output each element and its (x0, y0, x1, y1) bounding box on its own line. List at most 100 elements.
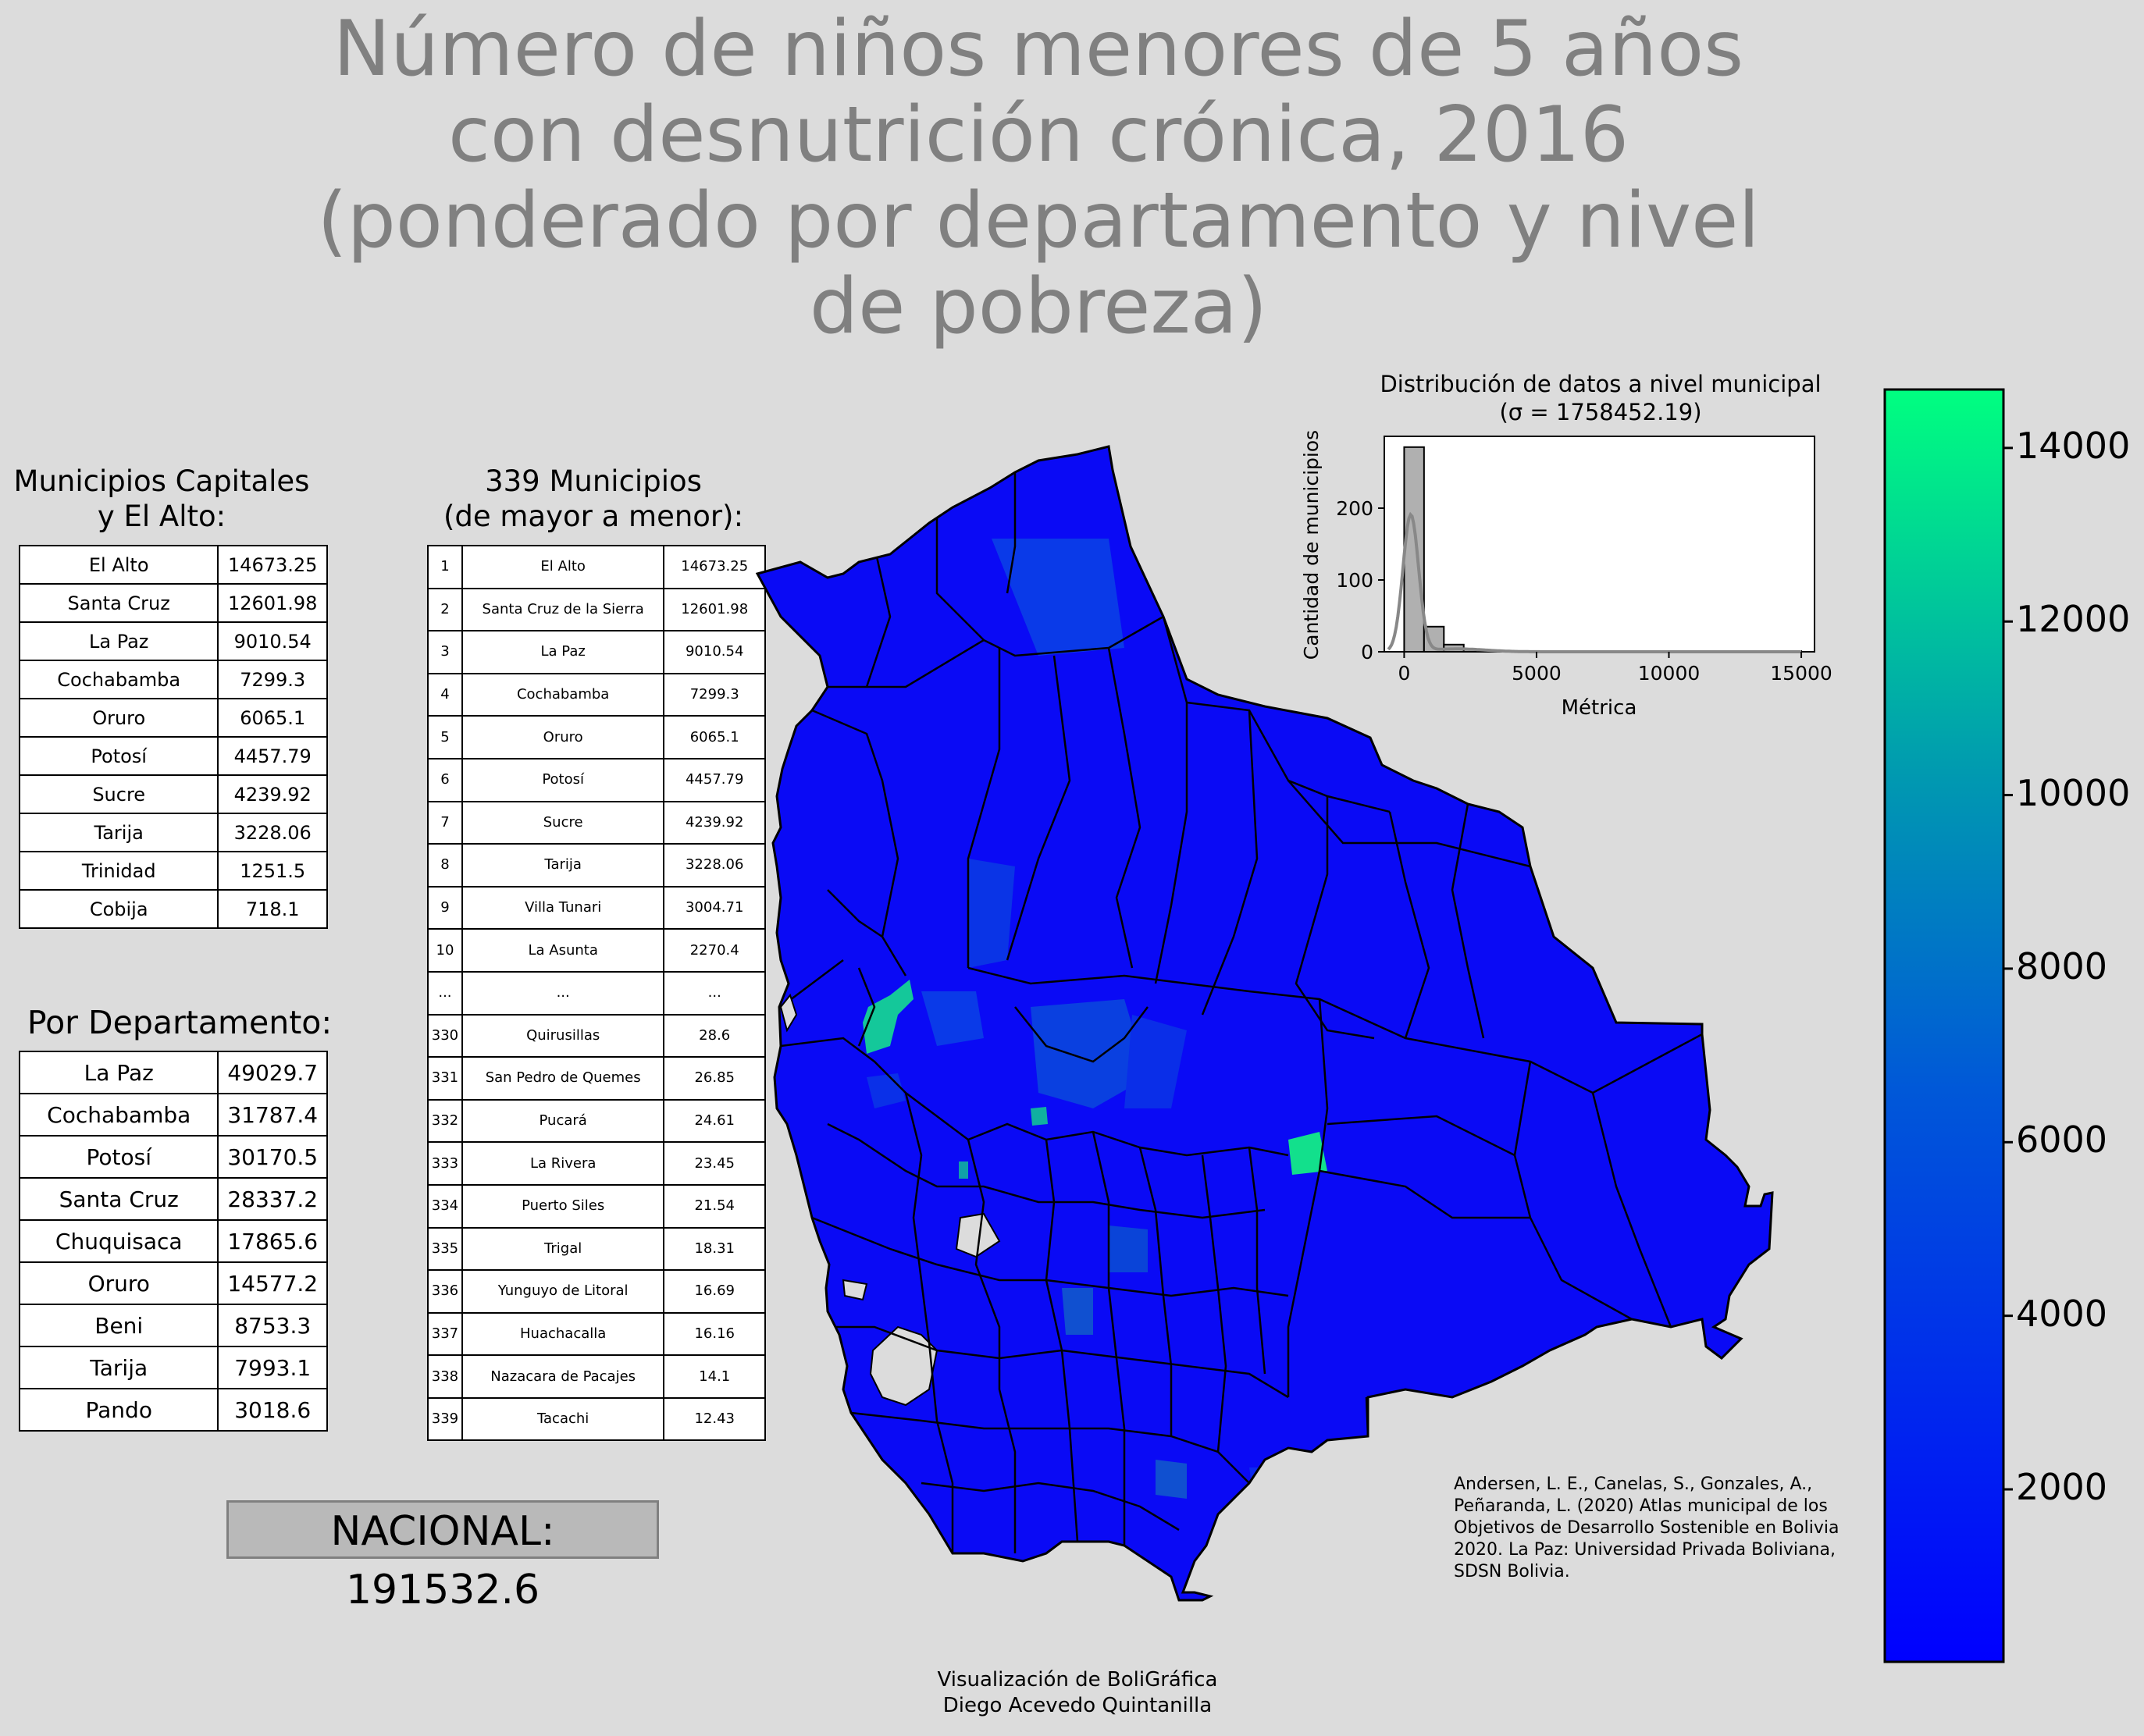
municipalities-row-cell: 9 (427, 885, 463, 930)
municipalities-row-cell: 26.85 (663, 1056, 766, 1101)
municipalities-row-cell: 12601.98 (663, 587, 766, 632)
credit-line-1: Visualización de BoliGráfica (937, 1668, 1218, 1692)
municipalities-row-cell: ... (427, 970, 463, 1016)
municipalities-row-cell: 7 (427, 800, 463, 845)
histogram-title-line-1: Distribución de datos a nivel municipal (1380, 371, 1822, 397)
capitals-row-cell: 4457.79 (217, 736, 328, 776)
colorbar-tick-marks (2003, 446, 2013, 1491)
map-region-cochabamba-tropic (1031, 999, 1148, 1108)
colorbar (1883, 388, 2013, 1663)
capitals-row: Cochabamba 7299.3 (18, 660, 328, 699)
credit: Visualización de BoliGráfica Diego Aceve… (765, 1667, 1390, 1719)
map-region-beni (968, 859, 1015, 968)
municipalities-row: 339 Tacachi 12.43 (427, 1396, 766, 1442)
capitals-row-cell: 12601.98 (217, 583, 328, 623)
municipalities-row-cell: 336 (427, 1269, 463, 1314)
histogram-x-tick-label: 5000 (1512, 662, 1562, 685)
map-region-santa-cruz (1288, 1132, 1327, 1175)
municipalities-row-cell: San Pedro de Quemes (461, 1056, 665, 1101)
nacional-total: NACIONAL: 191532.6 (226, 1500, 659, 1613)
municipalities-row-cell: Trigal (461, 1226, 665, 1272)
municipalities-row: 332 Pucará 24.61 (427, 1098, 766, 1144)
municipalities-row-cell: El Alto (461, 545, 665, 589)
municipalities-row-cell: 12.43 (663, 1396, 766, 1442)
colorbar-tick-label: 8000 (2016, 944, 2108, 987)
histogram-x-tick-label: 10000 (1638, 662, 1701, 685)
histogram-title: Distribución de datos a nivel municipal … (1312, 370, 1889, 426)
histogram-y-ticks: 0 100 200 (1336, 497, 1384, 663)
municipalities-row-cell: 334 (427, 1183, 463, 1229)
municipalities-row-cell: ... (663, 970, 766, 1016)
map-region-la-asunta (921, 991, 984, 1046)
municipalities-row: 3 La Paz 9010.54 (427, 630, 766, 674)
colorbar-tick-label: 14000 (2016, 424, 2131, 467)
municipalities-row: 336 Yunguyo de Litoral 16.69 (427, 1269, 766, 1314)
capitals-row-cell: El Alto (18, 545, 219, 585)
capitals-row-cell: 718.1 (217, 889, 328, 929)
municipalities-row: 330 Quirusillas 28.6 (427, 1013, 766, 1058)
histogram-x-tick-label: 15000 (1770, 662, 1832, 685)
map-lake-poopo (955, 1212, 1001, 1258)
municipalities-row-cell: Oruro (461, 715, 665, 760)
departments-row: Oruro 14577.2 (18, 1261, 328, 1305)
capitals-row-cell: Potosí (18, 736, 219, 776)
municipalities-row-cell: 10 (427, 928, 463, 973)
municipalities-heading-line-1: 339 Municipios (485, 464, 702, 498)
municipalities-row-cell: 6 (427, 757, 463, 802)
capitals-row-cell: Santa Cruz (18, 583, 219, 623)
municipalities-row-cell: 18.31 (663, 1226, 766, 1272)
municipalities-row: 2 Santa Cruz de la Sierra 12601.98 (427, 587, 766, 632)
map-region-cochabamba-east (1124, 1015, 1187, 1108)
municipalities-table: 1 El Alto 14673.25 2 Santa Cruz de la Sierra… (427, 545, 766, 1442)
map-region-oruro-city (959, 1161, 968, 1179)
capitals-row-cell: Tarija (18, 813, 219, 852)
municipalities-row-cell: Nazacara de Pacajes (461, 1354, 665, 1399)
municipalities-row-cell: 14.1 (663, 1354, 766, 1399)
municipalities-row-cell: 6065.1 (663, 715, 766, 760)
departments-row-cell: 31787.4 (217, 1093, 328, 1137)
map-borders (780, 472, 1703, 1553)
histogram-y-tick-label: 200 (1336, 497, 1373, 520)
colorbar-tick-label: 6000 (2016, 1119, 2108, 1161)
municipalities-row-cell: 16.69 (663, 1269, 766, 1314)
municipalities-row: 333 La Rivera 23.45 (427, 1141, 766, 1186)
municipalities-row-cell: 4 (427, 672, 463, 717)
map-region-el-alto (863, 980, 914, 1054)
municipalities-row-cell: Villa Tunari (461, 885, 665, 930)
capitals-row: El Alto 14673.25 (18, 545, 328, 585)
departments-row-cell: 30170.5 (217, 1135, 328, 1179)
histogram-x-ticks: 0 5000 10000 15000 (1398, 652, 1832, 685)
municipalities-row-cell: 23.45 (663, 1141, 766, 1186)
capitals-row-cell: Cochabamba (18, 660, 219, 699)
municipalities-row-cell: Huachacalla (461, 1311, 665, 1357)
municipalities-row-cell: 21.54 (663, 1183, 766, 1229)
departments-row: Santa Cruz 28337.2 (18, 1177, 328, 1221)
municipalities-row: 9 Villa Tunari 3004.71 (427, 885, 766, 930)
municipalities-row-cell: 333 (427, 1141, 463, 1186)
municipalities-row-cell: Sucre (461, 800, 665, 845)
municipalities-row-cell: 331 (427, 1056, 463, 1101)
map-region-sucre-area (1109, 1226, 1148, 1272)
departments-row-cell: La Paz (18, 1051, 219, 1094)
capitals-heading-line-2: y El Alto: (97, 500, 226, 533)
municipalities-row-cell: 330 (427, 1013, 463, 1058)
municipalities-row-cell: 335 (427, 1226, 463, 1272)
municipalities-row-cell: 337 (427, 1311, 463, 1357)
capitals-row: Potosí 4457.79 (18, 736, 328, 776)
capitals-row: Santa Cruz 12601.98 (18, 583, 328, 623)
municipalities-row-cell: 16.16 (663, 1311, 766, 1357)
departments-row-cell: 7993.1 (217, 1346, 328, 1389)
map-region-pando-east (992, 539, 1124, 656)
municipalities-heading: 339 Municipios (de mayor a menor): (422, 464, 765, 534)
municipalities-row-cell: Tacachi (461, 1396, 665, 1442)
departments-row: Pando 3018.6 (18, 1388, 328, 1432)
histogram-chart: 0 5000 10000 15000 0 100 200 Métrica Cantidad… (1300, 430, 1832, 720)
departments-row: La Paz 49029.7 (18, 1051, 328, 1094)
capitals-row-cell: 6065.1 (217, 698, 328, 738)
credit-line-2: Diego Acevedo Quintanilla (942, 1694, 1213, 1717)
departments-row-cell: Chuquisaca (18, 1219, 219, 1263)
map-region-tarija-area (1156, 1460, 1187, 1499)
municipalities-row-cell: 3228.06 (663, 843, 766, 888)
municipalities-row-cell: Yunguyo de Litoral (461, 1269, 665, 1314)
capitals-row: Trinidad 1251.5 (18, 851, 328, 891)
